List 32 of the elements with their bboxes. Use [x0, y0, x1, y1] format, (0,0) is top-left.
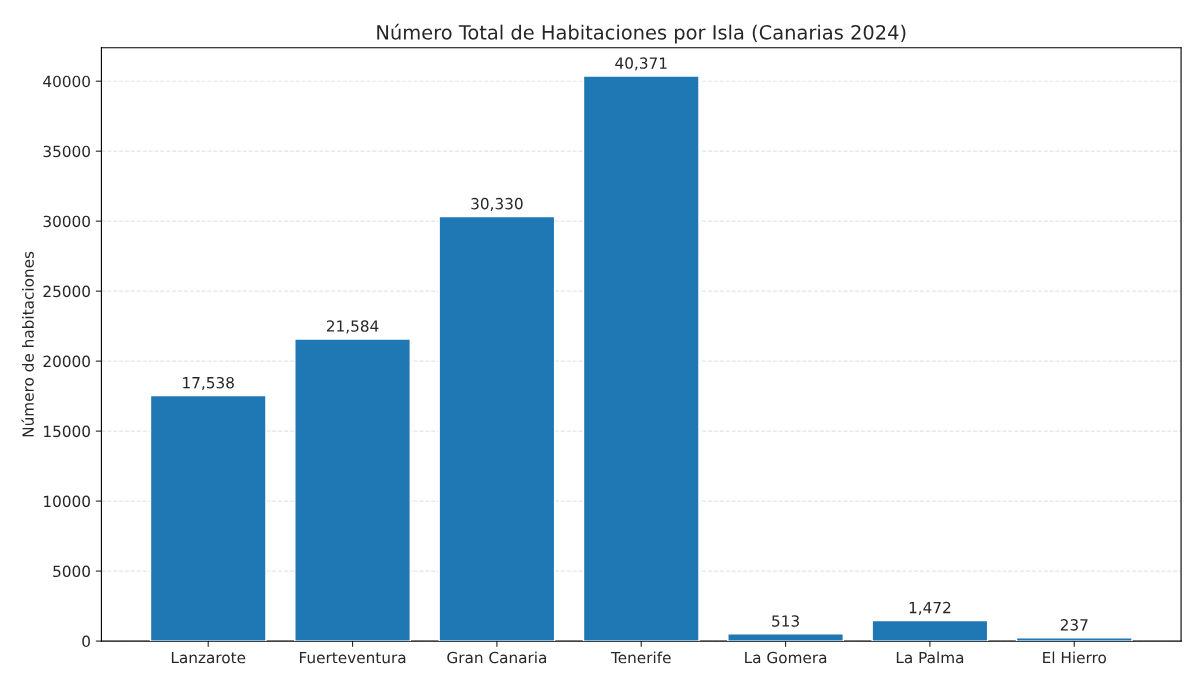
y-tick-label: 35000 [43, 145, 90, 158]
x-tick-label: La Palma [896, 651, 964, 664]
bar [871, 619, 989, 642]
y-tick-label: 20000 [43, 355, 90, 368]
bar [149, 394, 267, 642]
x-tick-label: Lanzarote [171, 651, 246, 664]
bar [582, 75, 700, 642]
y-tick-label: 5000 [53, 565, 90, 578]
x-tick-label: Fuerteventura [299, 651, 406, 664]
bar [294, 338, 411, 642]
bar [1015, 637, 1133, 642]
x-tick-label: El Hierro [1043, 651, 1107, 664]
data-label: 30,330 [471, 197, 523, 211]
data-label: 17,538 [183, 376, 234, 391]
x-tick-label: Tenerife [610, 651, 671, 664]
data-label: 40,371 [615, 57, 667, 71]
chart-title: Número Total de Habitaciones por Isla (Canarias 2024) [377, 23, 906, 44]
data-label: 21,584 [326, 320, 379, 334]
data-label: 513 [772, 615, 799, 627]
y-tick-label: 40000 [43, 75, 90, 88]
y-tick-label: 15000 [44, 425, 90, 438]
y-tick-label: 30000 [43, 215, 90, 228]
x-tick-label: Gran Canaria [447, 651, 546, 664]
bar [438, 215, 556, 642]
x-tick-label: La Gomera [745, 651, 827, 664]
data-label: 1,472 [909, 601, 951, 615]
y-tick-label: 0 [82, 635, 90, 648]
y-tick-label: 25000 [43, 285, 90, 298]
y-tick-label: 10000 [44, 495, 90, 508]
data-label: 237 [1060, 619, 1088, 631]
bar [727, 633, 845, 642]
y-axis-title: Número de habitaciones [21, 251, 34, 437]
